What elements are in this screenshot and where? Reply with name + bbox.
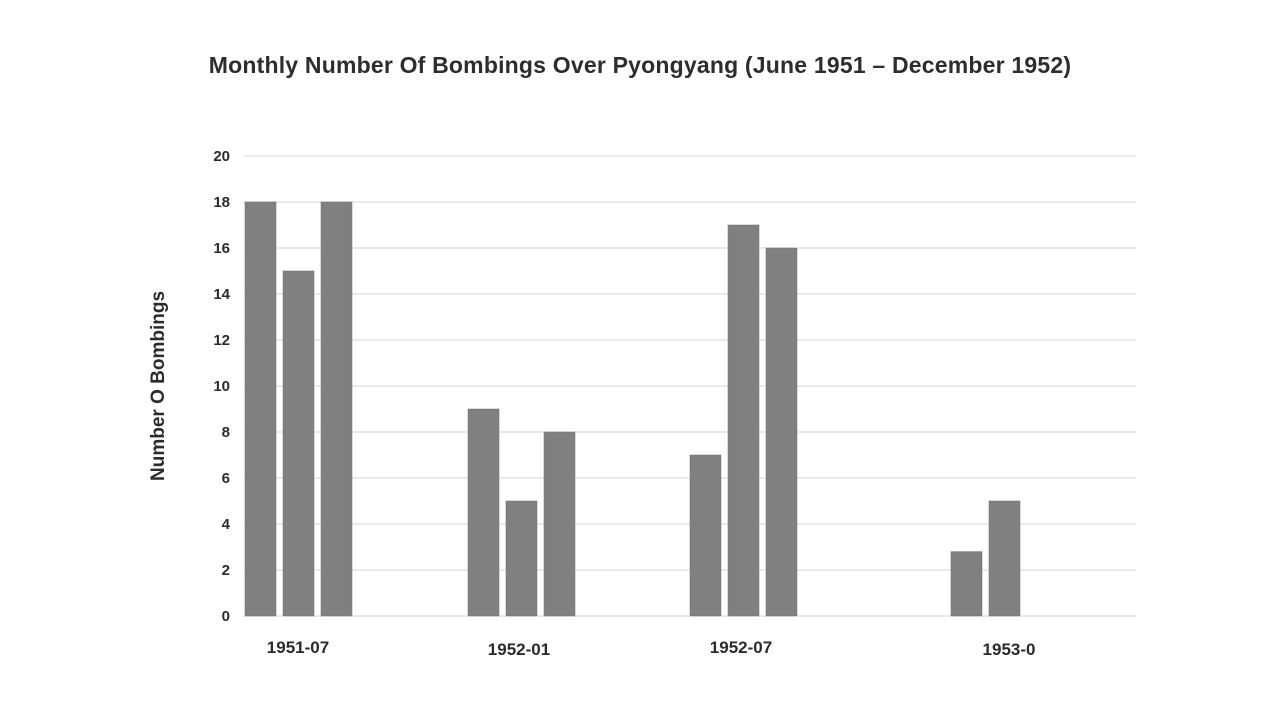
y-axis-title: Number O Bombings xyxy=(148,291,169,481)
y-tick-label: 8 xyxy=(222,424,230,441)
x-tick-label: 1951-07 xyxy=(267,638,329,657)
y-tick-label: 12 xyxy=(213,332,230,349)
bar xyxy=(950,551,983,617)
y-tick-label: 18 xyxy=(213,194,230,211)
y-tick-label: 6 xyxy=(222,470,230,487)
y-tick-label: 20 xyxy=(213,148,230,165)
bar xyxy=(505,500,538,617)
y-tick-label: 4 xyxy=(222,516,231,533)
bar xyxy=(689,454,722,617)
bar xyxy=(988,500,1021,617)
bar xyxy=(467,408,500,617)
y-tick-label: 2 xyxy=(222,562,230,579)
x-tick-label: 1952-01 xyxy=(488,640,550,659)
x-axis-ticks: 1951-07 1952-01 1952-07 1953-0 xyxy=(267,638,1036,659)
y-tick-label: 14 xyxy=(213,286,230,303)
bar xyxy=(543,431,576,617)
x-tick-label: 1952-07 xyxy=(710,638,772,657)
y-tick-label: 10 xyxy=(213,378,230,395)
chart-title: Monthly Number Of Bombings Over Pyongyan… xyxy=(208,52,1072,78)
x-tick-label: 1953-0 xyxy=(983,640,1036,659)
bar xyxy=(244,201,277,617)
bar xyxy=(765,247,798,617)
bar xyxy=(727,224,760,617)
bar xyxy=(282,270,315,617)
y-tick-label: 0 xyxy=(222,608,230,625)
y-tick-label: 16 xyxy=(213,240,230,257)
bars xyxy=(244,201,1021,617)
bar xyxy=(320,201,353,617)
y-axis-ticks: 0 2 4 6 8 10 12 14 16 18 20 xyxy=(213,148,230,625)
